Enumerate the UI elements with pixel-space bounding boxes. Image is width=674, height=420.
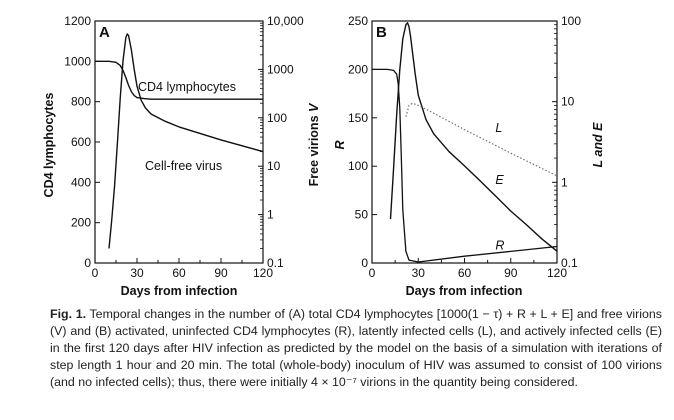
panel-b-y2label: L and E — [591, 122, 605, 168]
panel-b: B R L and E Days from infection 0 30 60 90 1… — [333, 14, 605, 298]
panel-a-y2tick-label: 0.1 — [267, 256, 284, 270]
panel-b-y2tick-label: 100 — [561, 14, 581, 28]
panel-a-frame — [94, 20, 264, 264]
panel-b-curve-label-l: L — [495, 121, 502, 135]
caption-text: Temporal changes in the number of (A) to… — [50, 307, 662, 389]
panel-a-series-1-line — [108, 33, 264, 249]
panel-a-ytick-label: 200 — [71, 216, 91, 230]
panel-a-letter: A — [99, 24, 110, 41]
panel-b-y2tick-label: 10 — [561, 95, 575, 109]
panel-a-xtick-label: 30 — [130, 266, 144, 280]
panel-a-xtick-label: 90 — [214, 266, 228, 280]
panel-b-curve-label-e: E — [495, 173, 504, 187]
panel-b-y2tick-label: 1 — [561, 175, 568, 189]
panel-a-ylabel: CD4 lymphocytes — [42, 93, 56, 198]
panel-b-ytick-label: 100 — [348, 159, 368, 173]
panel-a-y2label: Free virions V — [307, 102, 321, 186]
panel-a-series — [95, 33, 264, 249]
panel-b-ytick-label: 200 — [348, 62, 368, 76]
panel-b-ytick-label: 50 — [355, 208, 369, 222]
panel-a-annot-cd4: CD4 lymphocytes — [138, 80, 236, 94]
panel-a-ytick-label: 1200 — [64, 14, 91, 28]
panel-a-y2tick-label: 1 — [267, 208, 274, 222]
panel-b-xtick-label: 60 — [458, 266, 472, 280]
panel-a-y2label-symbol: V — [307, 102, 321, 112]
panel-b-y2tick-label: 0.1 — [561, 256, 578, 270]
panel-a-annot-virus: Cell-free virus — [145, 159, 222, 173]
panel-b-ytick-label: 150 — [348, 111, 368, 125]
panel-b-xtick-label: 0 — [369, 266, 376, 280]
panel-b-xtick-label: 90 — [504, 266, 518, 280]
panel-a-y2tick-label: 100 — [267, 111, 287, 125]
panel-a: A CD4 lymphocytes Free virions V Days fr… — [42, 14, 321, 298]
panel-b-series-l-line — [405, 102, 558, 177]
panel-a-y2tick-label: 10 — [267, 159, 281, 173]
panel-b-series-e-line — [389, 22, 558, 252]
panel-a-ytick-label: 600 — [71, 135, 91, 149]
panel-a-series-0-line — [95, 60, 263, 100]
panel-a-ticks: 0 30 60 90 1200200400600800100012000.1110100… — [64, 14, 304, 280]
panel-a-ytick-label: 400 — [71, 175, 91, 189]
caption-label: Fig. 1. — [50, 307, 87, 321]
panel-a-ytick-label: 1000 — [64, 54, 91, 68]
panel-a-xtick-label: 60 — [172, 266, 186, 280]
figure-caption: Fig. 1. Temporal changes in the number o… — [50, 306, 662, 391]
panel-a-y2label-text: Free virions — [307, 112, 321, 186]
panel-b-series-r-line — [372, 68, 558, 263]
panel-b-xtick-label: 30 — [412, 266, 426, 280]
panel-a-ytick-label: 0 — [84, 256, 91, 270]
panel-a-y2tick-label: 10,000 — [267, 14, 304, 28]
figure-canvas: A CD4 lymphocytes Free virions V Days fr… — [42, 14, 605, 298]
panel-a-xtick-label: 0 — [92, 266, 99, 280]
panel-b-xtick-label: 120 — [547, 266, 567, 280]
panel-b-xlabel: Days from infection — [406, 284, 523, 298]
panel-b-ylabel: R — [333, 140, 347, 149]
panel-b-series — [372, 22, 558, 263]
panel-b-curve-label-r: R — [495, 238, 504, 252]
panel-a-ytick-label: 800 — [71, 95, 91, 109]
panel-b-letter: B — [376, 24, 387, 41]
panel-a-y2tick-label: 1000 — [267, 62, 294, 76]
panel-b-ytick-label: 0 — [361, 256, 368, 270]
panel-a-xtick-label: 120 — [253, 266, 273, 280]
panel-b-ticks: 0 30 60 90 120 0 50 100 150 200 250 0.1 1 10 100 — [348, 14, 581, 280]
panel-a-xlabel: Days from infection — [121, 284, 238, 298]
panel-b-curve-labels: L E R — [495, 121, 504, 252]
panel-b-ytick-label: 250 — [348, 14, 368, 28]
